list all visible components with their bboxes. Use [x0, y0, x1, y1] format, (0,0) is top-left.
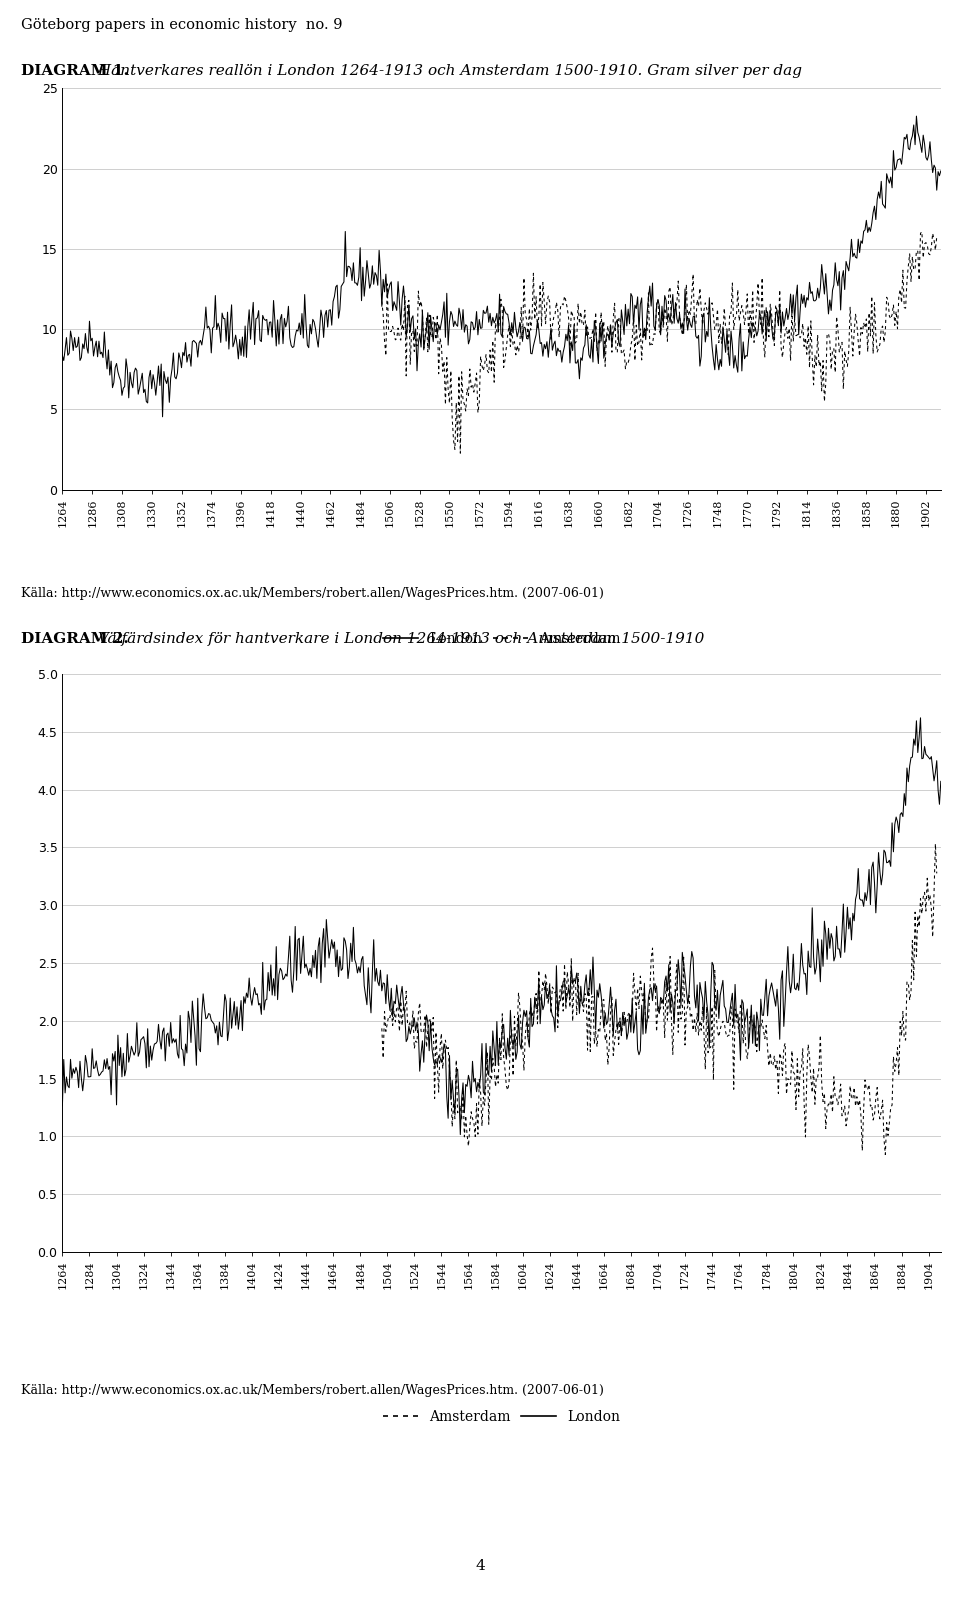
Legend: London, Amsterdam: London, Amsterdam	[377, 626, 626, 652]
Text: 4: 4	[475, 1558, 485, 1573]
Text: DIAGRAM 1.: DIAGRAM 1.	[21, 64, 129, 79]
Text: Välfärdsindex för hantverkare i London 1264-1913 och Amsterdam 1500-1910: Välfärdsindex för hantverkare i London 1…	[93, 632, 705, 647]
Text: Hantverkares reallön i London 1264-1913 och Amsterdam 1500-1910. Gram silver per: Hantverkares reallön i London 1264-1913 …	[93, 64, 803, 79]
Text: Göteborg papers in economic history  no. 9: Göteborg papers in economic history no. …	[21, 18, 343, 32]
Text: Källa: http://www.economics.ox.ac.uk/Members/robert.allen/WagesPrices.htm. (2007: Källa: http://www.economics.ox.ac.uk/Mem…	[21, 587, 604, 600]
Text: Källa: http://www.economics.ox.ac.uk/Members/robert.allen/WagesPrices.htm. (2007: Källa: http://www.economics.ox.ac.uk/Mem…	[21, 1384, 604, 1396]
Legend: Amsterdam, London: Amsterdam, London	[377, 1404, 626, 1430]
Text: DIAGRAM 2.: DIAGRAM 2.	[21, 632, 129, 647]
